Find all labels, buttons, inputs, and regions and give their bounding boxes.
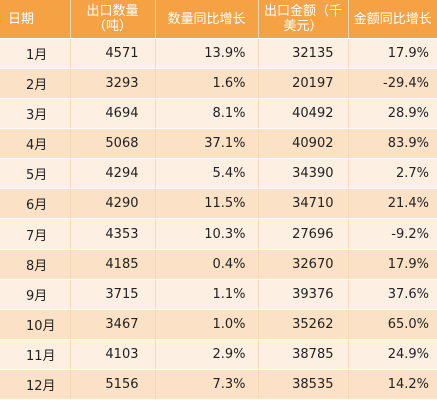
cell-month: 4月 <box>0 128 71 160</box>
cell-export-quantity: 4353 <box>70 218 156 250</box>
cell-export-quantity: 4294 <box>70 158 156 190</box>
cell-quantity-yoy: 7.3% <box>155 369 259 400</box>
cell-quantity-yoy: 10.3% <box>155 218 259 250</box>
cell-export-amount: 27696 <box>258 218 349 250</box>
table-row: 6月 4290 11.5% 34710 21.4% <box>0 188 437 220</box>
cell-quantity-yoy: 0.4% <box>155 249 259 280</box>
cell-export-quantity: 4185 <box>70 249 156 280</box>
cell-export-amount: 38535 <box>258 369 349 400</box>
header-row: 日期 出口数量（吨） 数量同比增长 出口金额（千美元） 金额同比增长 <box>0 0 437 39</box>
cell-export-amount: 34390 <box>258 158 349 190</box>
cell-quantity-yoy: 1.6% <box>155 68 259 100</box>
cell-amount-yoy: 2.7% <box>348 158 437 190</box>
cell-amount-yoy: 24.9% <box>348 339 437 370</box>
cell-export-amount: 38785 <box>258 339 349 370</box>
cell-export-quantity: 3715 <box>70 279 156 310</box>
table-row: 1月 4571 13.9% 32135 17.9% <box>0 38 437 70</box>
table-row: 11月 4103 2.9% 38785 24.9% <box>0 339 437 370</box>
table-header: 日期 出口数量（吨） 数量同比增长 出口金额（千美元） 金额同比增长 <box>0 0 437 39</box>
table-row: 12月 5156 7.3% 38535 14.2% <box>0 369 437 400</box>
cell-month: 9月 <box>0 279 71 310</box>
table-row: 5月 4294 5.4% 34390 2.7% <box>0 158 437 190</box>
table-row: 10月 3467 1.0% 35262 65.0% <box>0 309 437 340</box>
cell-quantity-yoy: 8.1% <box>155 98 259 130</box>
cell-export-amount: 40902 <box>258 128 349 160</box>
cell-amount-yoy: -29.4% <box>348 68 437 100</box>
table-body: 1月 4571 13.9% 32135 17.9% 2月 3293 1.6% 20197 -29.… <box>0 38 437 400</box>
cell-quantity-yoy: 13.9% <box>155 38 259 70</box>
cell-amount-yoy: 28.9% <box>348 98 437 130</box>
cell-quantity-yoy: 1.1% <box>155 279 259 310</box>
cell-export-amount: 32135 <box>258 38 349 70</box>
cell-amount-yoy: -9.2% <box>348 218 437 250</box>
cell-export-amount: 40492 <box>258 98 349 130</box>
cell-export-amount: 20197 <box>258 68 349 100</box>
cell-quantity-yoy: 11.5% <box>155 188 259 220</box>
cell-export-amount: 32670 <box>258 249 349 280</box>
cell-month: 3月 <box>0 98 71 130</box>
cell-export-quantity: 4571 <box>70 38 156 70</box>
cell-amount-yoy: 37.6% <box>348 279 437 310</box>
header-export-quantity: 出口数量（吨） <box>70 0 156 39</box>
cell-export-quantity: 4103 <box>70 339 156 370</box>
cell-amount-yoy: 14.2% <box>348 369 437 400</box>
table-row: 8月 4185 0.4% 32670 17.9% <box>0 249 437 280</box>
cell-month: 2月 <box>0 68 71 100</box>
cell-export-amount: 35262 <box>258 309 349 340</box>
cell-amount-yoy: 17.9% <box>348 38 437 70</box>
cell-export-amount: 34710 <box>258 188 349 220</box>
cell-export-quantity: 5156 <box>70 369 156 400</box>
table-row: 2月 3293 1.6% 20197 -29.4% <box>0 68 437 100</box>
cell-export-quantity: 3293 <box>70 68 156 100</box>
cell-quantity-yoy: 5.4% <box>155 158 259 190</box>
cell-export-quantity: 4290 <box>70 188 156 220</box>
cell-month: 5月 <box>0 158 71 190</box>
cell-quantity-yoy: 37.1% <box>155 128 259 160</box>
cell-month: 11月 <box>0 339 71 370</box>
cell-month: 7月 <box>0 218 71 250</box>
table-row: 3月 4694 8.1% 40492 28.9% <box>0 98 437 130</box>
table-row: 9月 3715 1.1% 39376 37.6% <box>0 279 437 310</box>
cell-export-amount: 39376 <box>258 279 349 310</box>
cell-export-quantity: 3467 <box>70 309 156 340</box>
cell-month: 12月 <box>0 369 71 400</box>
cell-month: 6月 <box>0 188 71 220</box>
cell-quantity-yoy: 2.9% <box>155 339 259 370</box>
cell-amount-yoy: 65.0% <box>348 309 437 340</box>
cell-month: 10月 <box>0 309 71 340</box>
header-export-amount: 出口金额（千美元） <box>258 0 349 39</box>
cell-export-quantity: 4694 <box>70 98 156 130</box>
cell-month: 1月 <box>0 38 71 70</box>
cell-amount-yoy: 21.4% <box>348 188 437 220</box>
header-date: 日期 <box>0 0 71 39</box>
header-quantity-yoy: 数量同比增长 <box>155 0 259 39</box>
cell-amount-yoy: 17.9% <box>348 249 437 280</box>
table-row: 4月 5068 37.1% 40902 83.9% <box>0 128 437 160</box>
table-row: 7月 4353 10.3% 27696 -9.2% <box>0 218 437 250</box>
cell-month: 8月 <box>0 249 71 280</box>
cell-amount-yoy: 83.9% <box>348 128 437 160</box>
header-amount-yoy: 金额同比增长 <box>348 0 437 39</box>
cell-export-quantity: 5068 <box>70 128 156 160</box>
cell-quantity-yoy: 1.0% <box>155 309 259 340</box>
